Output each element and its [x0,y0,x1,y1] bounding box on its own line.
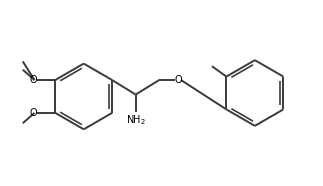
Text: O: O [174,75,182,85]
Text: O: O [30,108,37,118]
Text: NH$_2$: NH$_2$ [126,113,146,127]
Text: O: O [30,75,37,85]
